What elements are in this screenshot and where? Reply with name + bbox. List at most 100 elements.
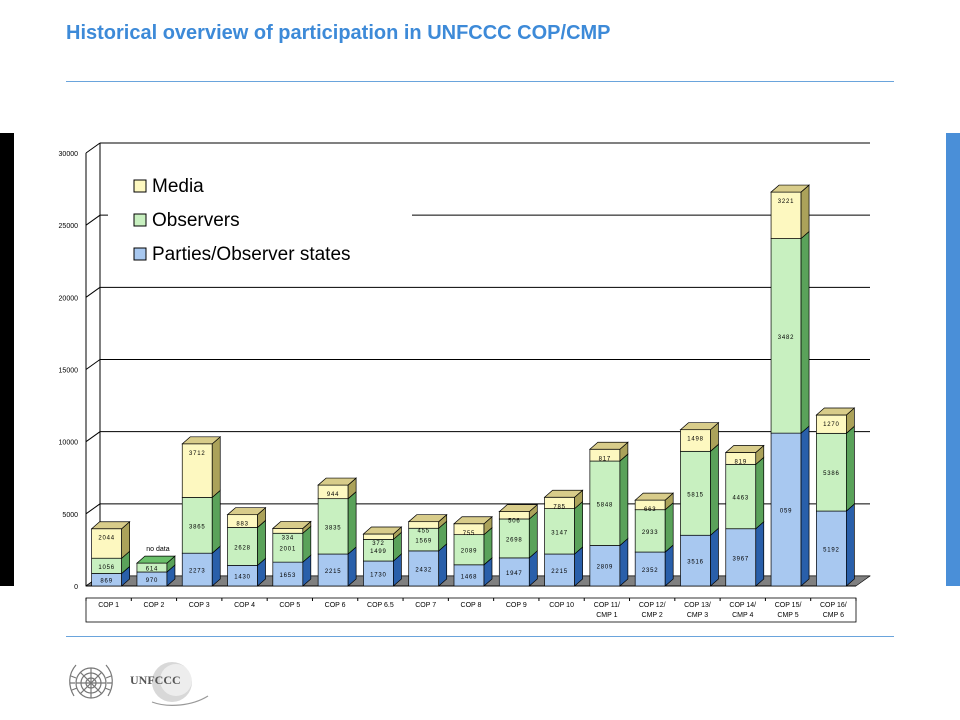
- bar-segment-side: [710, 527, 719, 587]
- bar-value-label: 755: [463, 531, 475, 537]
- legend-label: Observers: [152, 210, 240, 231]
- bar-value-label: 2089: [461, 549, 478, 555]
- bar-value-label: 1430: [234, 575, 251, 581]
- bar-value-label: 334: [282, 535, 294, 541]
- x-tick-label: COP 11/: [594, 602, 620, 609]
- bar-value-label: 1468: [461, 574, 478, 580]
- bar-segment-side: [846, 503, 855, 587]
- category-axis-frame: [85, 597, 857, 623]
- bar-value-label: 2933: [642, 530, 659, 536]
- bar-top: [271, 521, 312, 529]
- bar-top: [226, 507, 267, 516]
- x-tick-label: COP 1: [98, 602, 119, 609]
- bar-value-label: 1947: [506, 571, 523, 577]
- bar-value-label: 5192: [823, 548, 840, 554]
- bar-segment-side: [211, 436, 221, 499]
- legend-box: [108, 166, 412, 274]
- bar-top: [317, 477, 358, 486]
- bar-value-label: 5386: [823, 471, 840, 477]
- bar-segment: [634, 551, 666, 587]
- x-tick-label: COP 8: [461, 602, 482, 609]
- bar-value-label: 785: [553, 504, 565, 510]
- bar-value-label: 5815: [687, 492, 704, 498]
- bar-segment: [544, 508, 575, 555]
- gridline-depth: [85, 142, 101, 154]
- bar-value-label: 1653: [280, 573, 297, 579]
- bar-value-label: 944: [327, 492, 339, 498]
- bar-segment-side: [619, 537, 629, 587]
- bar-value-label: 817: [599, 456, 611, 462]
- x-tick-label: COP 12/: [639, 602, 666, 609]
- bar-top: [724, 445, 765, 453]
- no-data-annotation: no data: [146, 546, 169, 553]
- y-tick-label: 15000: [59, 368, 79, 375]
- bar-value-label: 372: [372, 541, 384, 547]
- bar-value-label: 663: [644, 507, 656, 513]
- bar-segment: [589, 545, 621, 587]
- bar-segment: [272, 532, 304, 563]
- x-tick-label: CMP 2: [642, 612, 663, 619]
- legend-swatch: [133, 247, 147, 261]
- bar-segment-side: [257, 519, 266, 567]
- bar-top: [543, 489, 584, 498]
- legend-label: Media: [152, 176, 204, 197]
- bottom-rule: [66, 636, 894, 637]
- x-tick-label: COP 2: [143, 602, 164, 609]
- x-tick-label: CMP 6: [823, 612, 844, 619]
- x-tick-label: CMP 4: [732, 612, 753, 619]
- bar-segment: [181, 443, 213, 498]
- gridline-depth: [85, 359, 101, 370]
- unfccc-logo-text: UNFCCC: [130, 673, 181, 687]
- x-tick-label: CMP 1: [596, 612, 617, 619]
- legend-swatch: [133, 213, 147, 227]
- bar-value-label: 869: [100, 579, 112, 585]
- x-tick-label: COP 4: [234, 602, 255, 609]
- bar-value-label: 2432: [415, 567, 432, 573]
- bar-value-label: 059: [780, 509, 792, 515]
- bar-segment: [181, 497, 213, 554]
- x-tick-label: COP 3: [189, 602, 210, 609]
- bar-top: [679, 422, 720, 431]
- bar-segment: [770, 238, 802, 434]
- bar-segment: [272, 528, 304, 534]
- bar-top: [362, 526, 403, 535]
- x-tick-label: CMP 5: [777, 612, 798, 619]
- bar-segment-side: [800, 230, 810, 434]
- bar-value-label: 2215: [325, 569, 342, 575]
- bar-segment-side: [211, 489, 221, 554]
- bar-value-label: 1730: [370, 573, 387, 579]
- bar-segment: [634, 509, 666, 553]
- bar-value-label: 819: [735, 460, 747, 466]
- bar-segment: [680, 450, 711, 536]
- bar-top: [453, 516, 493, 525]
- bar-value-label: 3967: [732, 556, 749, 562]
- bar-segment: [816, 510, 847, 587]
- bar-value-label: 3221: [778, 199, 795, 205]
- y-tick-label: 25000: [59, 223, 79, 230]
- bar-value-label: 2273: [189, 569, 206, 575]
- bar-segment: [680, 534, 711, 587]
- un-emblem-logo: [69, 664, 113, 699]
- x-tick-label: COP 6.5: [367, 602, 394, 609]
- bar-value-label: 2698: [506, 537, 523, 543]
- x-tick-label: COP 5: [279, 602, 300, 609]
- bar-value-label: 455: [417, 529, 429, 535]
- x-tick-label: COP 13/: [684, 602, 711, 609]
- bar-top: [181, 436, 222, 445]
- bar-segment-side: [800, 184, 810, 240]
- right-edge-bar: [946, 133, 960, 586]
- bar-value-label: 2809: [597, 565, 614, 571]
- bar-top: [90, 521, 131, 530]
- slide-title: Historical overview of participation in …: [66, 22, 611, 44]
- x-tick-label: COP 6: [325, 602, 346, 609]
- bar-top: [498, 504, 539, 513]
- bar-segment-side: [347, 490, 357, 555]
- y-tick-label: 0: [74, 584, 78, 591]
- bar-value-label: 3516: [687, 560, 704, 566]
- bar-value-label: 5848: [597, 502, 614, 508]
- bar-segment: [770, 191, 802, 239]
- bar-value-label: 1056: [98, 565, 115, 571]
- bar-segment: [408, 521, 440, 529]
- bar-segment-side: [574, 500, 583, 555]
- bar-value-label: 1270: [823, 422, 840, 428]
